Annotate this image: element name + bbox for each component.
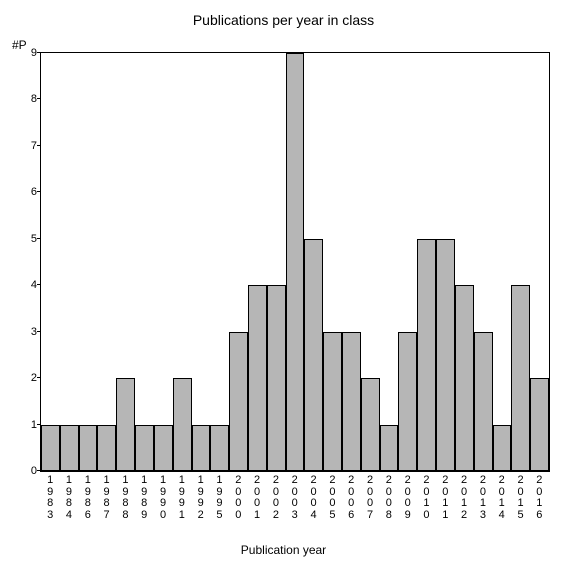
y-tick-label: 0 bbox=[31, 465, 41, 477]
bar bbox=[530, 378, 549, 471]
bar bbox=[493, 425, 512, 471]
bar bbox=[79, 425, 98, 471]
x-tick-label: 2000 bbox=[229, 471, 248, 521]
y-tick-label: 3 bbox=[31, 326, 41, 338]
x-tick-label: 2016 bbox=[530, 471, 549, 521]
bar bbox=[41, 425, 60, 471]
bar bbox=[192, 425, 211, 471]
bar bbox=[210, 425, 229, 471]
bar bbox=[135, 425, 154, 471]
x-tick-label: 1995 bbox=[210, 471, 229, 521]
bar bbox=[380, 425, 399, 471]
bar bbox=[286, 53, 305, 471]
x-tick-label: 2005 bbox=[323, 471, 342, 521]
y-tick-label: 6 bbox=[31, 186, 41, 198]
bar bbox=[323, 332, 342, 471]
x-tick-label: 2007 bbox=[361, 471, 380, 521]
y-tick-mark bbox=[37, 238, 41, 239]
plot-area: 0123456789198319841986198719881989199019… bbox=[40, 52, 550, 472]
y-tick-label: 4 bbox=[31, 279, 41, 291]
y-tick-label: 8 bbox=[31, 93, 41, 105]
x-tick-label: 2011 bbox=[436, 471, 455, 521]
y-tick-mark bbox=[37, 52, 41, 53]
bar bbox=[436, 239, 455, 471]
y-tick-label: 9 bbox=[31, 47, 41, 59]
x-tick-label: 2013 bbox=[474, 471, 493, 521]
x-tick-label: 2002 bbox=[267, 471, 286, 521]
x-tick-label: 2009 bbox=[398, 471, 417, 521]
bar bbox=[342, 332, 361, 471]
y-tick-mark bbox=[37, 191, 41, 192]
bar bbox=[173, 378, 192, 471]
x-tick-label: 1987 bbox=[97, 471, 116, 521]
x-axis-label: Publication year bbox=[0, 543, 567, 557]
y-axis-label: #P bbox=[12, 38, 27, 52]
x-tick-label: 2010 bbox=[417, 471, 436, 521]
x-tick-label: 1988 bbox=[116, 471, 135, 521]
y-tick-label: 2 bbox=[31, 372, 41, 384]
y-tick-mark bbox=[37, 145, 41, 146]
x-tick-label: 2003 bbox=[286, 471, 305, 521]
y-tick-label: 1 bbox=[31, 419, 41, 431]
x-tick-label: 2012 bbox=[455, 471, 474, 521]
x-tick-label: 1984 bbox=[60, 471, 79, 521]
y-tick-label: 5 bbox=[31, 233, 41, 245]
chart-title: Publications per year in class bbox=[0, 12, 567, 28]
bar bbox=[398, 332, 417, 471]
publications-chart: Publications per year in class #P 012345… bbox=[0, 0, 567, 567]
x-tick-label: 2001 bbox=[248, 471, 267, 521]
x-tick-label: 2006 bbox=[342, 471, 361, 521]
x-tick-label: 1986 bbox=[79, 471, 98, 521]
bar bbox=[116, 378, 135, 471]
y-tick-mark bbox=[37, 377, 41, 378]
x-tick-label: 1983 bbox=[41, 471, 60, 521]
x-tick-label: 1990 bbox=[154, 471, 173, 521]
bar bbox=[304, 239, 323, 471]
y-tick-mark bbox=[37, 284, 41, 285]
bar bbox=[267, 285, 286, 471]
y-tick-mark bbox=[37, 331, 41, 332]
bar bbox=[417, 239, 436, 471]
x-tick-label: 2014 bbox=[493, 471, 512, 521]
bar bbox=[361, 378, 380, 471]
x-tick-label: 1989 bbox=[135, 471, 154, 521]
bar bbox=[455, 285, 474, 471]
x-tick-label: 1992 bbox=[192, 471, 211, 521]
bar bbox=[229, 332, 248, 471]
x-tick-label: 2015 bbox=[511, 471, 530, 521]
bar bbox=[97, 425, 116, 471]
bar bbox=[248, 285, 267, 471]
x-tick-label: 2008 bbox=[380, 471, 399, 521]
bar bbox=[154, 425, 173, 471]
y-tick-mark bbox=[37, 98, 41, 99]
x-tick-label: 2004 bbox=[304, 471, 323, 521]
bar bbox=[511, 285, 530, 471]
y-tick-label: 7 bbox=[31, 140, 41, 152]
bar bbox=[60, 425, 79, 471]
bar bbox=[474, 332, 493, 471]
x-tick-label: 1991 bbox=[173, 471, 192, 521]
